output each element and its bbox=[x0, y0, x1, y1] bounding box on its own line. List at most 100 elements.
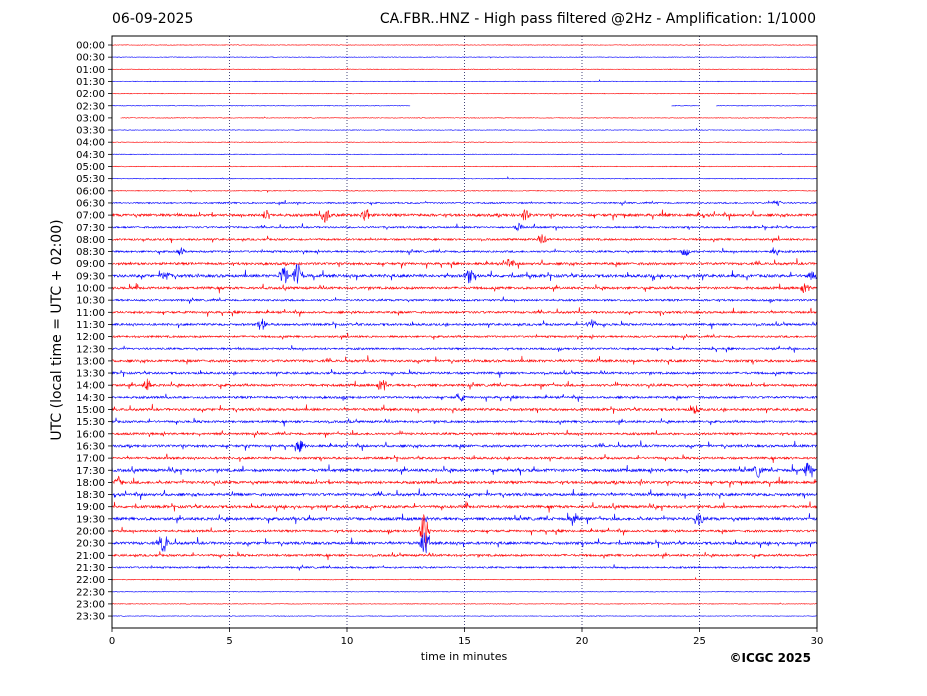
x-tick-label: 0 bbox=[109, 636, 115, 647]
y-tick-label: 07:00 bbox=[76, 211, 105, 222]
y-tick-label: 18:30 bbox=[76, 490, 105, 501]
x-tick-label: 30 bbox=[811, 636, 824, 647]
y-tick-label: 13:30 bbox=[76, 369, 105, 380]
trace-0000 bbox=[111, 44, 818, 46]
plot-frame bbox=[111, 35, 818, 629]
y-tick-label: 03:00 bbox=[76, 113, 105, 124]
trace-0700 bbox=[111, 209, 818, 223]
y-tick-label: 04:00 bbox=[76, 138, 105, 149]
trace-2000 bbox=[111, 514, 818, 549]
trace-1700 bbox=[111, 453, 818, 463]
trace-1730 bbox=[111, 462, 818, 478]
trace-1630 bbox=[111, 440, 818, 453]
trace-2200 bbox=[111, 576, 818, 581]
trace-1900 bbox=[111, 501, 818, 513]
trace-0300 bbox=[120, 116, 818, 119]
y-tick-label: 11:00 bbox=[76, 308, 105, 319]
y-tick-label: 19:30 bbox=[76, 514, 105, 525]
y-tick-label: 22:30 bbox=[76, 587, 105, 598]
y-tick-label: 13:00 bbox=[76, 356, 105, 367]
trace-0130 bbox=[111, 79, 818, 83]
y-tick-label: 18:00 bbox=[76, 478, 105, 489]
y-tick-label: 03:30 bbox=[76, 126, 105, 137]
x-tick-label: 15 bbox=[458, 636, 471, 647]
y-tick-label: 06:30 bbox=[76, 198, 105, 209]
y-tick-label: 02:30 bbox=[76, 101, 105, 112]
trace-0730 bbox=[111, 222, 818, 232]
trace-2030 bbox=[111, 532, 818, 554]
trace-0900 bbox=[111, 258, 818, 269]
trace-2130 bbox=[111, 564, 818, 571]
trace-0530 bbox=[111, 175, 818, 180]
trace-1030 bbox=[111, 296, 818, 304]
y-tick-label: 11:30 bbox=[76, 320, 105, 331]
trace-1430 bbox=[111, 393, 818, 402]
trace-0500 bbox=[111, 165, 818, 168]
trace-0230 bbox=[111, 105, 818, 107]
y-tick-label: 09:00 bbox=[76, 259, 105, 270]
y-tick-label: 16:30 bbox=[76, 441, 105, 452]
copyright-notice: ©ICGC 2025 bbox=[729, 651, 811, 665]
trace-0030 bbox=[111, 56, 818, 59]
trace-2330 bbox=[111, 615, 818, 617]
y-tick-label: 15:00 bbox=[76, 405, 105, 416]
y-tick-label: 06:00 bbox=[76, 186, 105, 197]
y-tick-label: 21:00 bbox=[76, 551, 105, 562]
y-tick-label: 00:30 bbox=[76, 53, 105, 64]
y-tick-label: 15:30 bbox=[76, 417, 105, 428]
y-tick-label: 19:00 bbox=[76, 502, 105, 513]
trace-0800 bbox=[111, 234, 818, 244]
y-tick-label: 22:00 bbox=[76, 575, 105, 586]
y-tick-label: 10:00 bbox=[76, 284, 105, 295]
y-tick-label: 17:00 bbox=[76, 454, 105, 465]
y-tick-label: 02:00 bbox=[76, 89, 105, 100]
trace-0200 bbox=[111, 92, 818, 95]
trace-0630 bbox=[111, 199, 818, 207]
trace-0100 bbox=[111, 67, 818, 71]
trace-1800 bbox=[111, 475, 818, 488]
y-tick-label: 08:00 bbox=[76, 235, 105, 246]
trace-1330 bbox=[111, 369, 818, 378]
y-tick-label: 09:30 bbox=[76, 271, 105, 282]
x-axis-label: time in minutes bbox=[420, 650, 508, 663]
trace-1600 bbox=[111, 429, 818, 438]
trace-1300 bbox=[111, 355, 818, 365]
y-tick-label: 04:30 bbox=[76, 150, 105, 161]
trace-1130 bbox=[111, 318, 818, 330]
x-tick-label: 5 bbox=[226, 636, 232, 647]
trace-1500 bbox=[111, 403, 818, 414]
y-tick-label: 23:30 bbox=[76, 612, 105, 623]
trace-2230 bbox=[111, 591, 818, 593]
y-tick-label: 01:30 bbox=[76, 77, 105, 88]
y-tick-label: 14:30 bbox=[76, 393, 105, 404]
y-tick-label: 20:00 bbox=[76, 527, 105, 538]
y-tick-label: 08:30 bbox=[76, 247, 105, 258]
y-tick-label: 12:00 bbox=[76, 332, 105, 343]
trace-0930 bbox=[111, 264, 818, 284]
y-tick-label: 21:30 bbox=[76, 563, 105, 574]
y-tick-label: 17:30 bbox=[76, 466, 105, 477]
x-tick-label: 25 bbox=[693, 636, 706, 647]
y-tick-label: 01:00 bbox=[76, 65, 105, 76]
y-tick-label: 23:00 bbox=[76, 599, 105, 610]
trace-1530 bbox=[111, 417, 818, 427]
trace-0400 bbox=[111, 141, 818, 143]
y-tick-label: 10:30 bbox=[76, 296, 105, 307]
y-tick-label: 05:30 bbox=[76, 174, 105, 185]
trace-0330 bbox=[111, 127, 818, 131]
trace-1000 bbox=[111, 282, 818, 294]
x-tick-label: 10 bbox=[341, 636, 354, 647]
trace-1230 bbox=[111, 345, 818, 353]
trace-2100 bbox=[111, 551, 818, 561]
trace-1100 bbox=[111, 307, 818, 317]
trace-2300 bbox=[111, 602, 818, 605]
y-tick-label: 07:30 bbox=[76, 223, 105, 234]
chart-title: CA.FBR..HNZ - High pass filtered @2Hz - … bbox=[379, 11, 816, 27]
trace-1200 bbox=[111, 332, 818, 341]
y-tick-label: 05:00 bbox=[76, 162, 105, 173]
y-tick-label: 00:00 bbox=[76, 41, 105, 52]
y-axis-label: UTC (local time = UTC + 02:00) bbox=[49, 219, 65, 441]
trace-1930 bbox=[111, 512, 818, 526]
y-tick-label: 16:00 bbox=[76, 429, 105, 440]
